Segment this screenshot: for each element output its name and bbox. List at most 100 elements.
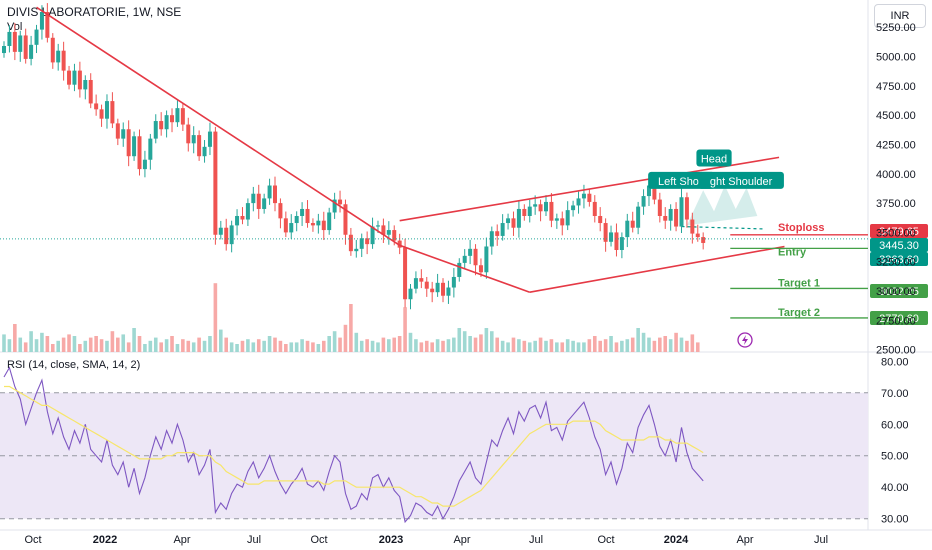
volume-bar <box>148 340 153 352</box>
candle-body <box>468 248 473 256</box>
candle-body <box>435 282 440 293</box>
lightning-icon[interactable] <box>737 332 753 348</box>
volume-bar <box>186 340 191 352</box>
candle-body <box>126 129 131 157</box>
candle-body <box>327 212 332 231</box>
price-box: 2770.60 <box>870 311 928 325</box>
candle-body <box>527 206 532 216</box>
volume-bar <box>479 334 483 352</box>
volume-bar <box>67 334 71 352</box>
volume-bar <box>495 337 500 352</box>
candle-body <box>294 216 299 224</box>
volume-bar <box>560 342 565 352</box>
volume-bar <box>159 342 163 352</box>
volume-bar <box>164 339 169 352</box>
candle-body <box>625 220 630 238</box>
candle-body <box>441 282 446 296</box>
volume-bar <box>338 337 342 352</box>
candle-body <box>544 201 548 212</box>
currency-button[interactable]: INR <box>874 4 926 28</box>
price-tick-label: 3000.00 <box>876 286 916 298</box>
candle-body <box>484 246 489 273</box>
level-label: Target 2 <box>778 307 820 319</box>
candle-body <box>29 44 34 59</box>
candle-body <box>256 193 261 209</box>
volume-bar <box>321 340 326 352</box>
volume-bar <box>246 339 250 352</box>
candle-body <box>646 185 651 197</box>
candle-body <box>94 103 99 110</box>
volume-bar <box>72 336 77 352</box>
volume-bar <box>549 339 554 352</box>
price-tick-label: 5000.00 <box>876 52 916 64</box>
candle-body <box>104 101 109 119</box>
level-label: Target 1 <box>778 277 820 289</box>
candle-body <box>262 198 267 209</box>
volume-bar <box>462 331 467 352</box>
candle-body <box>684 197 689 220</box>
candle-body <box>430 288 435 293</box>
candle-body <box>235 216 240 226</box>
level-label: Entry <box>778 246 807 258</box>
callout-label: Head <box>701 154 727 166</box>
price-levels: Stoploss 3479.65 3445.30 Entry 3363.60 Target… <box>0 222 928 325</box>
volume-bar <box>40 332 44 352</box>
price-box-value: 3363.60 <box>879 254 919 266</box>
candle-body <box>159 121 164 130</box>
volume-bar <box>538 337 543 352</box>
candle-body <box>224 227 229 245</box>
volume-bar <box>262 340 266 352</box>
volume-bar <box>110 331 115 352</box>
volume-bar <box>555 342 559 352</box>
volume-bar <box>424 340 429 352</box>
candle-body <box>690 219 695 234</box>
volume-bar <box>636 328 640 352</box>
candle-body <box>56 50 61 63</box>
callout-label: Left Shou <box>658 176 705 188</box>
volume-bar <box>13 324 17 352</box>
volume-bar <box>695 342 700 352</box>
candle-body <box>137 136 142 170</box>
time-tick-label: Oct <box>310 534 327 546</box>
price-box: 3479.65 <box>870 224 928 238</box>
volume-bar <box>544 340 548 352</box>
pattern-overlay <box>681 185 763 230</box>
candle-body <box>565 210 570 226</box>
candle-body <box>310 223 315 226</box>
candle-body <box>386 230 391 235</box>
volume-bar <box>153 337 158 352</box>
volume-bar <box>202 340 207 352</box>
candle-body <box>148 138 153 160</box>
volume-bar <box>278 340 283 352</box>
volume-bar <box>332 331 337 352</box>
price-box: 3363.60 <box>870 252 928 266</box>
volume-bar <box>446 339 451 352</box>
volume-bar <box>284 344 288 352</box>
candle-body <box>283 218 288 233</box>
volume-bar <box>647 337 651 352</box>
candle-body <box>273 185 277 204</box>
volume-bar <box>105 340 109 352</box>
volume-bar <box>565 339 570 352</box>
volume-bar <box>630 337 635 352</box>
volume-bar <box>273 337 277 352</box>
volume-bar <box>256 339 261 352</box>
candle-body <box>533 204 538 207</box>
candle-body <box>549 201 554 221</box>
volume-bar <box>381 337 386 352</box>
trend-lines <box>36 6 785 293</box>
candle-body <box>446 287 451 296</box>
candle-body <box>598 216 603 224</box>
candle-body <box>592 201 597 216</box>
volume-bar <box>34 339 39 352</box>
callout-bg <box>648 171 715 189</box>
price-box: 3022.25 <box>870 284 928 298</box>
volume-bar <box>45 336 50 352</box>
volume-bar <box>641 332 646 352</box>
candle-body <box>180 108 185 125</box>
volume-bar <box>240 340 245 352</box>
candle-body <box>424 281 429 289</box>
candle-body <box>500 223 505 236</box>
trend-line <box>399 156 780 222</box>
